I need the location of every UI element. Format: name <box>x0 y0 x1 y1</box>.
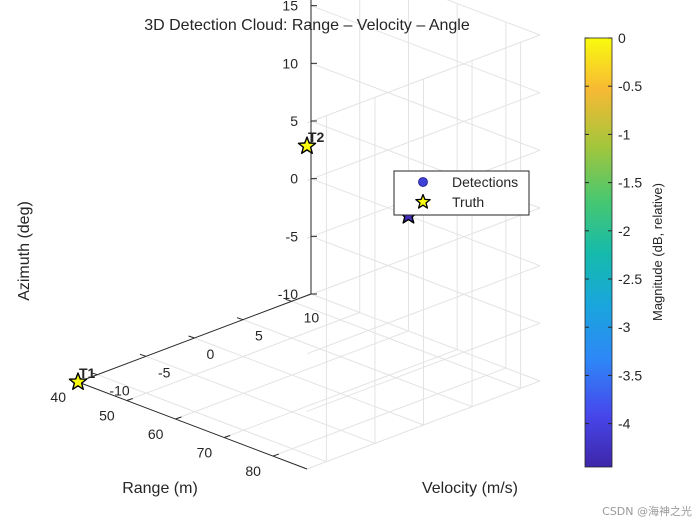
legend-star-shape <box>415 193 431 209</box>
legend-detections-label: Detections <box>452 174 518 190</box>
colorbar-tick-label: 0 <box>618 30 626 46</box>
grid-line <box>310 178 541 267</box>
grid-line <box>291 300 521 389</box>
grid-line <box>310 293 541 382</box>
x-axis-line <box>77 381 308 470</box>
y-tick-label: 10 <box>304 309 320 325</box>
y-tick <box>91 372 98 376</box>
y-tick <box>236 317 244 321</box>
y-axis-label: Velocity (m/s) <box>422 480 518 497</box>
colorbar-tick-label: -4 <box>618 416 631 432</box>
z-tick-label: 0 <box>290 171 298 187</box>
grid-line <box>242 319 473 408</box>
y-tick <box>285 298 292 302</box>
truth-marker <box>297 136 317 155</box>
x-axis-label: Range (m) <box>122 480 198 497</box>
z-tick-label: 5 <box>290 113 298 129</box>
grid-line <box>306 322 541 412</box>
x-tick-label: 80 <box>245 463 261 479</box>
y-tick-label: 5 <box>255 328 263 344</box>
colorbar-label: Magnitude (dB, relative) <box>650 183 665 321</box>
grid-line <box>310 235 541 324</box>
y-tick <box>188 335 195 339</box>
colorbar-tick-label: -1 <box>618 126 631 142</box>
watermark: CSDN @海神之光 <box>602 505 692 518</box>
colorbar-tick-label: -1.5 <box>618 175 642 191</box>
y-tick <box>139 353 147 357</box>
grid-line <box>446 0 541 36</box>
grid-line <box>145 355 376 444</box>
x-tick <box>126 398 133 401</box>
x-tick-label: 50 <box>99 408 115 424</box>
truth-label: T1 <box>79 365 96 381</box>
colorbar-tick-label: -3 <box>618 319 631 335</box>
z-tick-label: -10 <box>278 286 298 302</box>
y-tick-label: -10 <box>109 383 129 399</box>
colorbar-gradient <box>584 37 613 468</box>
legend[interactable]: Detections Truth <box>393 170 530 216</box>
grid-line <box>306 265 541 355</box>
z-axis-label: Azimuth (deg) <box>16 201 33 301</box>
grid-line <box>310 62 541 151</box>
x-tick <box>175 416 182 420</box>
colorbar-tick-label: -2.5 <box>618 271 642 287</box>
truth-marker <box>68 372 88 390</box>
colorbar-tick-label: -3.5 <box>618 367 642 383</box>
legend-truth-marker <box>415 193 431 209</box>
colorbar-tick-label: -2 <box>618 223 631 239</box>
grid-line <box>194 337 424 426</box>
legend-detections-marker <box>418 177 428 187</box>
grid-line <box>306 380 541 470</box>
y-tick-label: -5 <box>158 364 171 380</box>
x-tick-label: 60 <box>148 426 164 442</box>
chart-title: 3D Detection Cloud: Range – Velocity – A… <box>144 17 470 34</box>
grid-line <box>97 374 327 463</box>
z-tick-label: 15 <box>282 0 298 14</box>
colorbar: 0 -0.5 -1 -1.5 -2 -2.5 -3 -3.5 -4 Magnitude (dB,… <box>584 30 665 468</box>
y-tick-label: 0 <box>207 346 215 362</box>
legend-box <box>393 170 530 216</box>
grid-line <box>310 5 541 94</box>
grid-line <box>306 34 541 124</box>
x-tick-label: 40 <box>50 389 66 405</box>
truth-label: T2 <box>308 129 325 145</box>
z-tick-label: -5 <box>286 228 299 244</box>
colorbar-tick-label: -0.5 <box>618 78 642 94</box>
colorbar-ticks: 0 -0.5 -1 -1.5 -2 -2.5 -3 -3.5 -4 <box>585 30 642 432</box>
grid-line <box>306 207 541 297</box>
x-tick <box>224 435 231 439</box>
grid-lines <box>77 0 541 470</box>
z-tick-label: 10 <box>282 55 298 71</box>
x-tick-label: 70 <box>197 445 213 461</box>
grid-line <box>306 92 541 182</box>
legend-truth-label: Truth <box>452 194 484 210</box>
x-tick <box>272 453 280 457</box>
